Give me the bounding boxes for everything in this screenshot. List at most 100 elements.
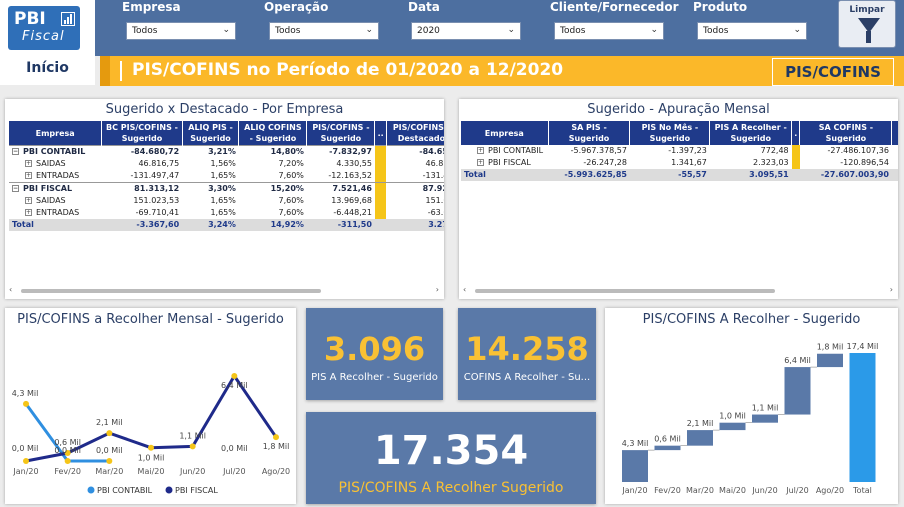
table-header-row: Empresa SA PIS - Sugerido PIS No Mês - S… — [461, 121, 898, 145]
data-point — [106, 430, 113, 437]
data-label: 0,0 Mil — [54, 446, 81, 455]
col-header[interactable]: Empresa — [461, 121, 549, 145]
x-tick-label: Jun/20 — [751, 486, 777, 495]
expand-icon[interactable]: + — [477, 159, 484, 166]
step-bar — [622, 450, 648, 482]
table-cell: -5.967.378,57 — [570, 146, 627, 155]
col-header[interactable]: PIS/COFINS - Destacado — [386, 121, 444, 146]
table-cell: 1,65% — [210, 171, 236, 180]
scroll-right-icon[interactable]: › — [889, 285, 893, 294]
expand-icon[interactable]: + — [477, 147, 484, 154]
scrollbar-thumb[interactable] — [21, 289, 321, 293]
col-header[interactable]: . — [791, 121, 801, 145]
table-cell: -84.655 — [386, 145, 444, 158]
title-accent — [100, 56, 110, 86]
col-header[interactable]: SA COFINS - Sugerido — [799, 121, 893, 145]
x-tick-label: Jul/20 — [785, 486, 809, 495]
filter-value: Todos — [703, 26, 729, 36]
horizontal-scrollbar[interactable]: ‹ › — [463, 285, 893, 295]
filter-operacao-dropdown[interactable]: Todos ⌄ — [269, 22, 379, 40]
col-header[interactable]: BC PIS/COFINS - Sugerido — [101, 121, 183, 146]
table-cell: 3,30% — [182, 182, 239, 195]
table-header-row: Empresa BC PIS/COFINS - Sugerido ALIQ PI… — [9, 121, 444, 146]
table-cell: 151.023,53 — [133, 196, 180, 205]
row-label: Total — [9, 219, 102, 231]
expand-icon[interactable]: + — [25, 209, 32, 216]
matrix-mensal-table: Empresa SA PIS - Sugerido PIS No Mês - S… — [461, 121, 898, 181]
legend-label: PBI FISCAL — [175, 486, 218, 495]
scroll-left-icon[interactable]: ‹ — [463, 285, 467, 294]
section-tag-label: PIS/COFINS — [785, 63, 881, 81]
table-row[interactable]: + ENTRADAS -131.497,47 1,65% 7,60% -12.163,52… — [9, 170, 444, 183]
table-cell: 15,20% — [238, 182, 307, 195]
table-cell-empty — [892, 145, 898, 157]
col-header[interactable]: PIS/COFINS - Sugerido — [306, 121, 376, 146]
col-header[interactable]: M — [891, 121, 898, 145]
scrollbar-thumb[interactable] — [475, 289, 775, 293]
home-button[interactable]: Início — [26, 60, 69, 76]
collapse-icon[interactable]: − — [12, 148, 19, 155]
table-cell: -27.607.003,90 — [799, 169, 892, 181]
table-row[interactable]: − PBI FISCAL 81.313,12 3,30% 15,20% 7.521,46 8… — [9, 182, 444, 195]
x-tick-label: Fev/20 — [654, 486, 681, 495]
col-header[interactable]: ALIQ COFINS - Sugerido — [238, 121, 308, 146]
data-label: 6,4 Mil — [784, 356, 811, 365]
filter-value: Todos — [132, 26, 158, 36]
table-cell: -5.993.625,85 — [548, 169, 630, 181]
col-header[interactable]: SA PIS - Sugerido — [548, 121, 631, 145]
expand-icon[interactable]: + — [25, 172, 32, 179]
step-bar — [719, 422, 746, 431]
data-label: 0,0 Mil — [221, 444, 248, 453]
col-header[interactable]: ALIQ PIS - Sugerido — [182, 121, 240, 146]
table-cell: 7.521,46 — [306, 182, 375, 195]
table-cell: 46.816 — [425, 159, 445, 168]
table-cell: 87.926 — [386, 182, 444, 195]
filter-empresa-dropdown[interactable]: Todos ⌄ — [126, 22, 236, 40]
data-label: 0,0 Mil — [96, 446, 123, 455]
table-cell: 1,56% — [210, 159, 236, 168]
table-row[interactable]: + PBI CONTABIL -5.967.378,57 -1.397,23 772,4… — [461, 145, 898, 157]
matrix-empresa-title: Sugerido x Destacado - Por Empresa — [105, 102, 344, 117]
table-row[interactable]: + PBI FISCAL -26.247,28 1.341,67 2.323,03 -12… — [461, 157, 898, 169]
filter-produto-dropdown[interactable]: Todos ⌄ — [697, 22, 807, 40]
table-cell: -3.367,60 — [101, 219, 183, 231]
page-title: PIS/COFINS no Período de 01/2020 a 12/20… — [132, 60, 564, 80]
logo-text: PBI — [14, 9, 46, 29]
table-row[interactable]: Total -3.367,603,24%14,92%-311,50 3.270 — [9, 219, 444, 231]
scroll-left-icon[interactable]: ‹ — [9, 285, 13, 294]
col-header[interactable]: Empresa — [9, 121, 103, 146]
waterfall-chart-panel: PIS/COFINS A Recolher - Sugerido 4,3 Mil… — [605, 308, 898, 504]
table-row[interactable]: + ENTRADAS -69.710,41 1,65% 7,60% -6.448,21 -6… — [9, 207, 444, 219]
horizontal-scrollbar[interactable]: ‹ › — [9, 285, 439, 295]
kpi-total-card: 17.354 PIS/COFINS A Recolher Sugerido — [306, 412, 596, 504]
col-header[interactable]: PIS No Mês - Sugerido — [629, 121, 711, 145]
expand-icon[interactable]: + — [25, 160, 32, 167]
table-row[interactable]: + SAIDAS 151.023,53 1,65% 7,60% 13.969,68 151.… — [9, 195, 444, 207]
table-cell: -27.486.107,36 — [827, 146, 889, 155]
table-cell: 7,60% — [278, 208, 304, 217]
filter-data-dropdown[interactable]: 2020 ⌄ — [411, 22, 521, 40]
table-row[interactable]: − PBI CONTABIL -84.680,72 3,21% 14,80% -7.832… — [9, 145, 444, 158]
kpi-pis-card: 3.096 PIS A Recolher - Sugerido — [306, 308, 443, 400]
step-bar — [784, 367, 811, 415]
row-label: + SAIDAS — [9, 195, 102, 207]
table-cell: 14,92% — [238, 219, 307, 231]
col-header[interactable]: .. — [374, 121, 387, 146]
data-label: 4,3 Mil — [12, 389, 39, 398]
row-label-text: Total — [464, 170, 486, 179]
waterfall-chart: 4,3 Mil Jan/20 0,6 Mil Fev/20 2,1 Mil Mar/20 1… — [621, 342, 878, 495]
table-row[interactable]: Total -5.993.625,85 -55,57 3.095,51 -27.607.… — [461, 169, 898, 181]
highlight-cell — [791, 145, 800, 157]
col-header[interactable]: PIS A Recolher - Sugerido — [709, 121, 793, 145]
scroll-right-icon[interactable]: › — [435, 285, 439, 294]
highlight-cell — [374, 219, 387, 231]
row-label-text: ENTRADAS — [36, 171, 80, 180]
data-point — [231, 372, 238, 379]
filter-cliente-dropdown[interactable]: Todos ⌄ — [554, 22, 664, 40]
table-row[interactable]: + SAIDAS 46.816,75 1,56% 7,20% 4.330,55 46.816 — [9, 158, 444, 170]
collapse-icon[interactable]: − — [12, 185, 19, 192]
highlight-cell — [374, 195, 387, 207]
expand-icon[interactable]: + — [25, 197, 32, 204]
logo-subtext: Fiscal — [22, 29, 65, 44]
clear-filters-button[interactable]: Limpar — [838, 0, 896, 48]
